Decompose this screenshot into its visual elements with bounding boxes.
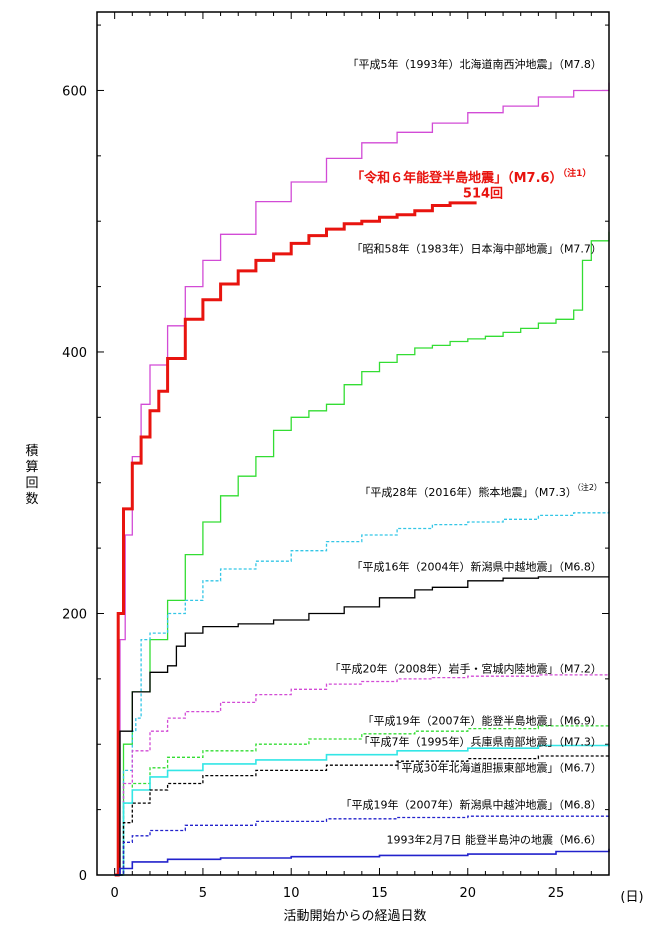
y-axis-title-char: 積 bbox=[25, 444, 38, 459]
annotation-0: 「平成5年（1993年）北海道南西沖地震」（M7.8） bbox=[347, 57, 601, 71]
x-tick-label: 25 bbox=[548, 886, 565, 901]
annotation-3: 「昭和58年（1983年）日本海中部地震」（M7.7） bbox=[351, 242, 601, 256]
x-tick-label: 15 bbox=[371, 886, 388, 901]
annotation-8: 「平成7年（1995年）兵庫県南部地震」（M7.3） bbox=[358, 735, 601, 749]
x-tick-label: 0 bbox=[111, 886, 119, 901]
series-line-8 bbox=[114, 754, 610, 876]
annotation-11: 1993年2月7日 能登半島沖の地震（M6.6） bbox=[386, 833, 601, 847]
series-line-3 bbox=[114, 508, 610, 876]
series-line-1 bbox=[114, 201, 477, 877]
annotation-10: 「平成19年（2007年）新潟県中越沖地震」（M6.8） bbox=[340, 797, 601, 811]
x-tick-label: 10 bbox=[283, 886, 300, 901]
annotation-6: 「平成20年（2008年）岩手・宮城内陸地震」（M7.2） bbox=[329, 661, 601, 675]
tick-labels: 0 5 10 15 20 25 0 200 400 600 bbox=[62, 84, 564, 901]
series-layer bbox=[114, 82, 610, 877]
y-tick-label: 400 bbox=[62, 346, 87, 361]
annotation-9: 「平成30年北海道胆振東部地震」（M6.7） bbox=[390, 761, 601, 775]
series-line-4 bbox=[114, 576, 609, 876]
x-axis-unit: (日) bbox=[620, 890, 643, 905]
annotation-4: 「平成28年（2016年）熊本地震」（M7.3）（注2） bbox=[359, 482, 602, 499]
annotation-2: 514回 bbox=[463, 187, 503, 202]
x-tick-label: 20 bbox=[459, 886, 476, 901]
series-line-6 bbox=[114, 724, 610, 876]
series-line-0 bbox=[114, 82, 610, 876]
annotations: 「平成5年（1993年）北海道南西沖地震」（M7.8） 「令和６年能登半島地震」（… bbox=[329, 57, 601, 846]
y-tick-label: 0 bbox=[79, 869, 87, 884]
series-line-10 bbox=[114, 848, 610, 876]
y-axis-title-char: 回 bbox=[25, 476, 38, 491]
annotation-5: 「平成16年（2004年）新潟県中越地震」（M6.8） bbox=[351, 559, 601, 573]
y-tick-label: 600 bbox=[62, 84, 87, 99]
series-line-2 bbox=[114, 231, 610, 876]
plot-frame bbox=[96, 11, 610, 876]
x-tick-label: 5 bbox=[199, 886, 207, 901]
y-axis-title-char: 数 bbox=[25, 492, 38, 507]
x-axis-title: 活動開始からの経過日数 bbox=[283, 909, 426, 924]
y-axis-title-char: 算 bbox=[25, 460, 38, 475]
y-tick-label: 200 bbox=[62, 607, 87, 622]
series-line-9 bbox=[114, 814, 610, 876]
annotation-1: 「令和６年能登半島地震」（M7.6）（注1） bbox=[351, 167, 591, 186]
series-line-5 bbox=[114, 673, 610, 876]
series-line-7 bbox=[114, 744, 610, 876]
annotation-7: 「平成19年（2007年）能登半島地震」（M6.9） bbox=[362, 714, 601, 728]
